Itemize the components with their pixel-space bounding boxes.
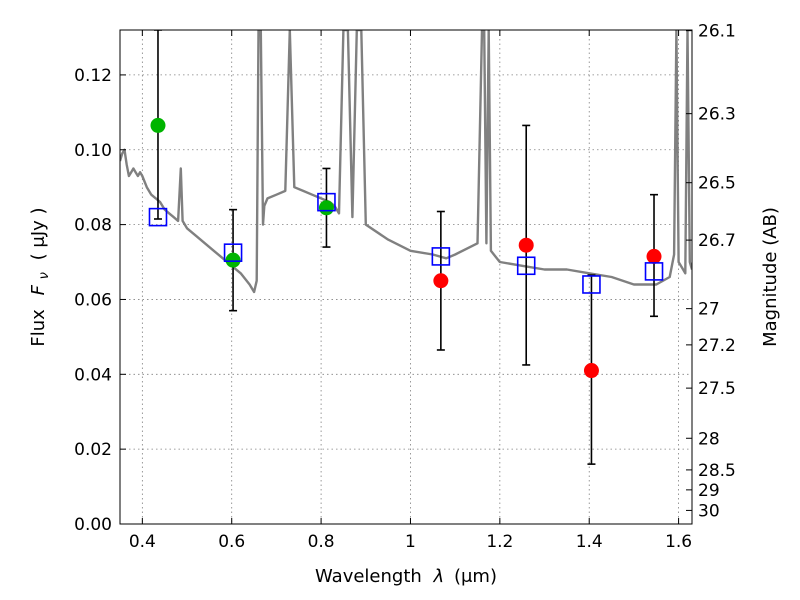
- model-photometry-square: [582, 275, 601, 294]
- magnitude-tick-label: 26.1: [698, 22, 736, 42]
- plot-background: [120, 30, 692, 524]
- model-photometry-square: [148, 207, 168, 227]
- y-axis-label: Flux F ν ( μJy ): [28, 207, 53, 346]
- nir-data-point: [646, 248, 662, 264]
- nir-data-point: [583, 363, 599, 379]
- x-axis-label-unit: (μm): [454, 566, 497, 587]
- model-photometry-square: [223, 243, 243, 262]
- x-tick-label: 1.4: [576, 532, 603, 552]
- y-tick-label: 0.06: [74, 290, 112, 310]
- optical-data-point: [225, 252, 241, 268]
- x-tick-label: 1.2: [486, 532, 513, 552]
- y-tick-label: 0.08: [74, 216, 112, 236]
- magnitude-axis-label: Magnitude (AB): [760, 207, 781, 347]
- y-tick-label: 0.10: [74, 141, 112, 161]
- x-axis-label-symbol: λ: [433, 566, 445, 587]
- y-tick-label: 0.04: [74, 365, 112, 385]
- magnitude-tick-label: 29: [698, 481, 720, 501]
- y-axis-label-subscript: ν: [37, 272, 52, 279]
- x-axis-label-text: Wavelength: [315, 566, 422, 587]
- magnitude-tick-label: 27.2: [698, 336, 736, 356]
- y-tick-label: 0.12: [74, 66, 112, 86]
- y-tick-label: 0.02: [74, 440, 112, 460]
- y-axis-label-symbol: F: [28, 284, 49, 295]
- nir-data-point: [433, 273, 449, 289]
- optical-data-point: [150, 117, 166, 133]
- model-photometry-square: [431, 247, 451, 266]
- plot-frame: [119, 29, 693, 525]
- magnitude-tick-label: 28: [698, 429, 720, 449]
- magnitude-tick-label: 27: [698, 300, 720, 320]
- x-axis-label: Wavelength λ (μm): [315, 566, 497, 587]
- y-axis-ticks: 0.00 0.02 0.04 0.06 0.08 0.10 0.12: [74, 66, 126, 535]
- optical-data-point: [318, 200, 334, 216]
- y-axis-label-text: Flux: [28, 309, 49, 347]
- magnitude-tick-label: 26.5: [698, 174, 736, 194]
- model-spectrum-line: [120, 30, 692, 294]
- y-tick-label: 0.00: [74, 515, 112, 535]
- nir-data-point: [518, 237, 534, 253]
- x-tick-label: 0.8: [308, 532, 335, 552]
- magnitude-tick-label: 26.7: [698, 231, 736, 251]
- magnitude-tick-label: 27.5: [698, 379, 736, 399]
- grid-lines: [120, 30, 692, 524]
- magnitude-tick-label: 30: [698, 501, 720, 521]
- model-photometry-square: [516, 256, 536, 276]
- model-photometry-layer: [148, 192, 664, 294]
- x-tick-label: 1.6: [665, 532, 692, 552]
- y-axis-label-unit: ( μJy ): [28, 207, 49, 260]
- x-tick-label: 0.4: [129, 532, 156, 552]
- magnitude-tick-label: 26.3: [698, 105, 736, 125]
- magnitude-tick-label: 28.5: [698, 461, 736, 481]
- x-tick-label: 1: [405, 532, 416, 552]
- model-spectrum-layer: [120, 30, 692, 294]
- x-tick-label: 0.6: [218, 532, 245, 552]
- x-axis-ticks: 0.4 0.6 0.8 1 1.2 1.4 1.6: [129, 30, 692, 552]
- model-photometry-square: [317, 192, 336, 212]
- model-photometry-square: [644, 262, 664, 281]
- data-points-layer: [150, 117, 662, 379]
